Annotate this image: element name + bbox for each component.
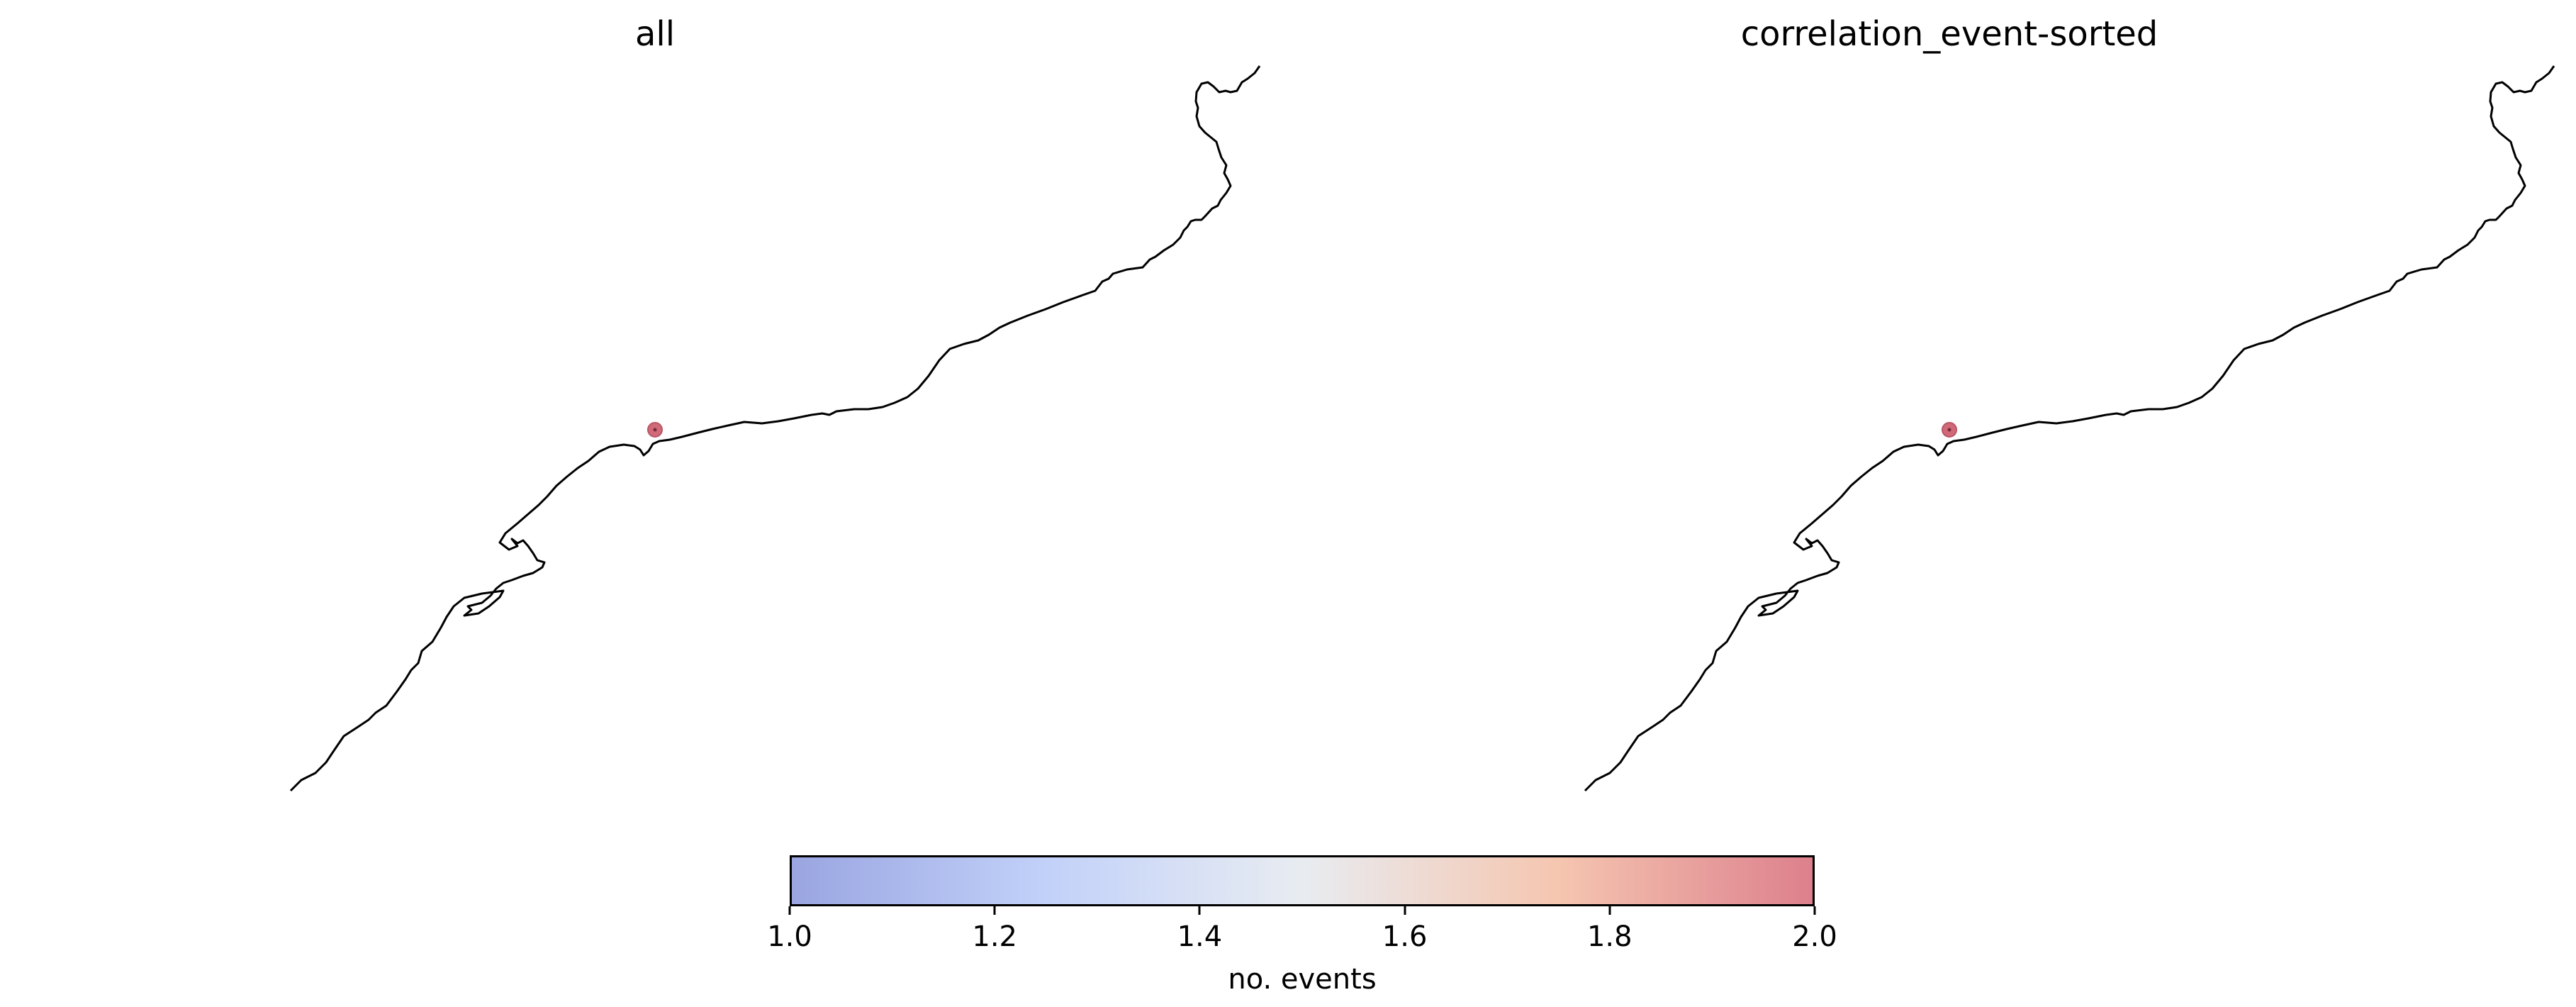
event-marker-right-center [1947,428,1951,432]
colorbar-tick [1404,906,1406,915]
colorbar-tick-label: 1.4 [1177,920,1223,953]
colorbar-axis-label: no. events [1228,963,1377,996]
colorbar-gradient [790,855,1815,906]
colorbar-tick [993,906,996,915]
colorbar-tick [1198,906,1201,915]
colorbar-tick-label: 1.0 [767,920,812,953]
event-marker-left-center [653,428,657,432]
coastline-right [1584,65,2555,792]
colorbar-tick-label: 1.6 [1382,920,1428,953]
colorbar: 1.0 1.2 1.4 1.6 1.8 2.0 no. events [767,855,1837,996]
colorbar-tick [1608,906,1611,915]
colorbar-tick [788,906,791,915]
colorbar-tick-label: 2.0 [1792,920,1837,953]
colorbar-tick [1813,906,1816,915]
panel-title-all: all [634,14,676,54]
panel-title-correlation: correlation_event-sorted [1740,14,2158,54]
colorbar-tick-label: 1.2 [972,920,1017,953]
coastline-left [289,65,1261,792]
colorbar-tick-label: 1.8 [1586,920,1633,953]
